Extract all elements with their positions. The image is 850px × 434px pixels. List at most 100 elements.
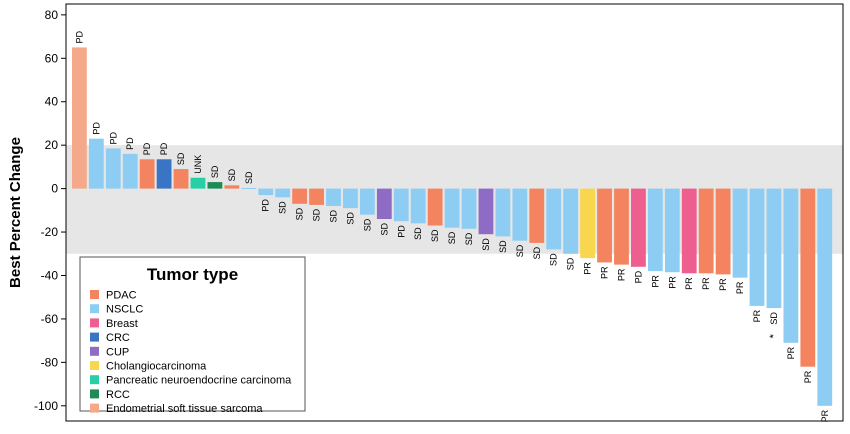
bar-labels-group: PD PD PD PD PD PD SD UNK SD SD SD PD SD SD SD SD SD SD SD P… <box>74 30 829 422</box>
bar <box>326 188 341 206</box>
legend: Tumor type PDAC NSCLC Breast CRC CUP Cholangi… <box>79 256 306 415</box>
legend-label: NSCLC <box>106 304 143 316</box>
legend-label: RCC <box>106 389 130 401</box>
bar <box>190 177 206 189</box>
legend-swatch <box>90 403 99 413</box>
legend-label: PDAC <box>106 290 137 302</box>
y-tick-label: -80 <box>41 355 59 369</box>
bar-label: PD <box>125 137 135 150</box>
bar <box>478 188 494 235</box>
legend-label: CRC <box>106 332 130 344</box>
bar <box>546 188 562 250</box>
bar-label: UNK <box>193 155 203 174</box>
bar <box>173 169 189 189</box>
bar <box>631 188 646 267</box>
bar <box>698 188 714 274</box>
bar-label: PD <box>396 225 406 238</box>
bar-label: SD <box>278 201 288 214</box>
bar-label: SD <box>379 223 389 236</box>
bar <box>309 188 324 205</box>
y-tick-label: -100 <box>34 399 58 413</box>
bar <box>376 188 392 220</box>
bar-label: PD <box>108 131 118 144</box>
legend-label: Pancreatic neuroendocrine carcinoma <box>106 375 292 387</box>
bar-label: PD <box>261 199 271 212</box>
legend-box <box>79 256 306 412</box>
legend-swatch <box>90 375 99 385</box>
legend-title: Tumor type <box>147 265 238 284</box>
legend-swatch <box>90 361 99 370</box>
bar <box>563 188 579 254</box>
bar <box>817 188 833 406</box>
legend-label: Cholangiocarcinoma <box>106 361 207 373</box>
bars-group <box>72 47 833 406</box>
y-tick-label: -20 <box>41 225 59 239</box>
y-tick-label: 40 <box>45 95 59 109</box>
bar-label: PR <box>684 277 694 290</box>
bar <box>139 159 155 189</box>
bar <box>359 188 375 215</box>
bar <box>258 188 274 196</box>
bar-label: SD <box>244 171 254 184</box>
bar <box>88 138 104 189</box>
y-tick-label: 80 <box>45 8 59 22</box>
legend-items: PDAC NSCLC Breast CRC CUP Cholangiocarcinoma P… <box>90 290 292 415</box>
bar <box>122 153 138 189</box>
bar-label: SD <box>515 244 525 257</box>
bar-label: SD <box>329 209 339 222</box>
bar-label: SD <box>345 212 355 225</box>
bar <box>275 188 291 198</box>
bar <box>800 188 816 367</box>
bar <box>766 188 782 309</box>
bar-label: SD <box>210 165 220 178</box>
bar-label: SD <box>481 238 491 251</box>
bar-label: SD <box>312 208 322 221</box>
bar <box>749 188 765 306</box>
bar-label: PD <box>74 30 84 43</box>
bar <box>207 182 223 189</box>
bar-label: PD <box>142 142 152 155</box>
bar <box>461 188 477 229</box>
bar-label: PR <box>583 262 593 275</box>
bar-label: PR <box>650 275 660 288</box>
bar-label: SD <box>447 231 457 244</box>
bar-label: SD <box>566 257 576 270</box>
legend-label: Endometrial soft tissue sarcoma <box>106 403 263 415</box>
bar <box>715 188 731 275</box>
bar-label: PR <box>600 266 610 279</box>
bar-label: PD <box>91 122 101 135</box>
bar-label: SD <box>532 246 542 259</box>
bar-label: PR <box>718 278 728 291</box>
legend-swatch <box>90 389 99 399</box>
bar-label: PD <box>633 270 643 283</box>
bar <box>597 188 612 263</box>
bar <box>292 188 308 204</box>
bar <box>664 188 680 273</box>
y-axis: 80 60 40 20 0 -20 -40 -60 -80 -100 <box>34 8 66 413</box>
bar <box>732 188 748 278</box>
legend-label: CUP <box>106 346 129 358</box>
y-tick-label: -60 <box>41 312 59 326</box>
bar <box>580 188 595 259</box>
bar-label: SD <box>227 168 237 181</box>
bar-label: SD <box>769 312 779 325</box>
legend-swatch <box>90 318 99 328</box>
bar <box>529 188 545 243</box>
bar-label: PR <box>701 277 711 290</box>
bar-label: SD <box>464 232 474 245</box>
bar-marker: * <box>768 333 780 338</box>
y-tick-label: 60 <box>45 51 59 65</box>
bar-label: PR <box>752 309 762 322</box>
bar <box>224 185 240 189</box>
legend-swatch <box>90 304 99 314</box>
bar-label: SD <box>430 229 440 242</box>
bar <box>495 188 511 237</box>
legend-swatch <box>90 290 99 299</box>
bar <box>343 188 358 209</box>
y-tick-label: -40 <box>41 268 59 282</box>
bar <box>614 188 629 265</box>
bar-label: PR <box>786 346 796 359</box>
bar <box>241 187 257 189</box>
bar-label: SD <box>362 218 372 231</box>
